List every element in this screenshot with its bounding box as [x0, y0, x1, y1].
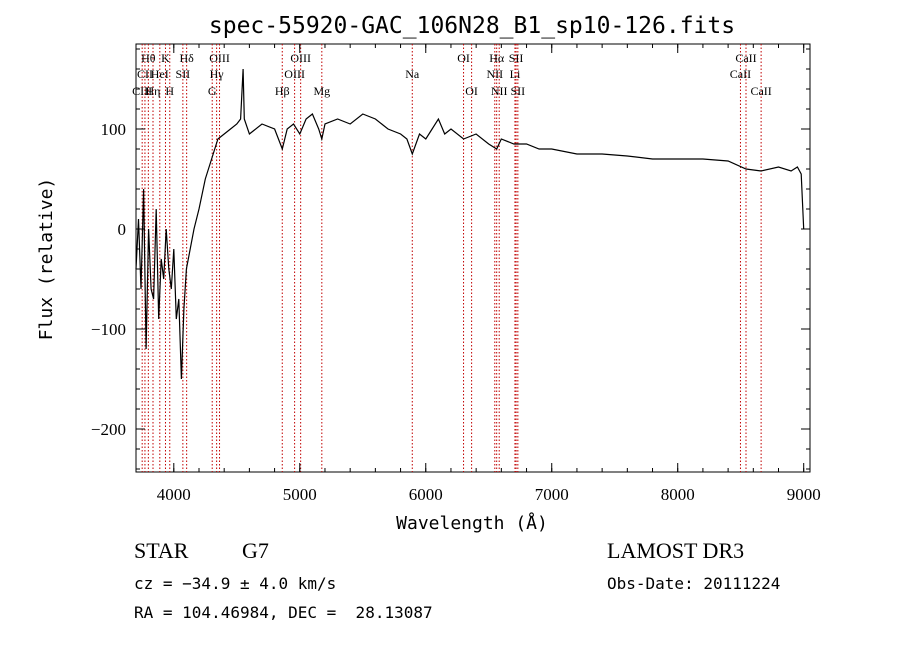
emission-line-label: OI [465, 84, 478, 98]
x-tick-label: 4000 [157, 485, 191, 504]
y-tick-label: −100 [91, 320, 126, 339]
emission-line-label: OI [457, 51, 470, 65]
emission-line-label: Li [510, 67, 521, 81]
survey-name: LAMOST DR3 [607, 538, 745, 563]
x-axis-ticks: 4000 5000 6000 7000 8000 9000 [157, 44, 821, 504]
x-axis-label: Wavelength (Å) [396, 512, 548, 534]
emission-line-label: Hβ [275, 84, 290, 98]
x-tick-label: 9000 [787, 485, 821, 504]
plot-frame [135, 43, 811, 473]
emission-line-label: H [165, 84, 174, 98]
emission-line-label: CIII [132, 84, 152, 98]
emission-line-labels: Hθ CII CIII K HeI Hη H Hδ SII OIII Hγ G OIII OIII Hβ Mg… [132, 51, 772, 98]
emission-line-label: CaII [735, 51, 756, 65]
spectrum-line [135, 68, 805, 380]
y-tick-label: 100 [101, 120, 127, 139]
velocity-readout: cz = −34.9 ± 4.0 km/s [134, 574, 337, 593]
y-axis-label: Flux (relative) [36, 178, 57, 341]
emission-line-label: NII [486, 67, 503, 81]
emission-line-label: SII [511, 84, 526, 98]
emission-line-label: Hη [146, 84, 161, 98]
x-tick-label: 6000 [409, 485, 443, 504]
object-class: STAR [134, 538, 189, 563]
emission-line-label: HeI [151, 67, 169, 81]
object-subclass: G7 [242, 538, 269, 563]
x-tick-label: 5000 [283, 485, 317, 504]
y-axis-ticks: −200 −100 0 100 [91, 48, 810, 470]
emission-line-label: SII [509, 51, 524, 65]
emission-line-label: NII [491, 84, 508, 98]
y-tick-label: 0 [118, 220, 127, 239]
emission-line-label: Mg [313, 84, 330, 98]
emission-line-label: CaII [750, 84, 771, 98]
chart-title: spec-55920-GAC_106N28_B1_sp10-126.fits [209, 13, 735, 39]
emission-line-label: CII [137, 67, 153, 81]
emission-line-label: Hθ [141, 51, 156, 65]
emission-line-label: Na [405, 67, 420, 81]
x-tick-label: 7000 [535, 485, 569, 504]
x-tick-label: 8000 [661, 485, 695, 504]
emission-line-label: Hδ [179, 51, 194, 65]
emission-line-label: SII [176, 67, 191, 81]
coordinates: RA = 104.46984, DEC = 28.13087 [134, 603, 433, 622]
emission-line-label: G [208, 84, 217, 98]
emission-line-label: CaII [730, 67, 751, 81]
emission-line-label: OIII [284, 67, 305, 81]
obs-date: Obs-Date: 20111224 [607, 574, 781, 593]
emission-line-label: Hγ [210, 67, 225, 81]
y-tick-label: −200 [91, 420, 126, 439]
emission-line-markers [141, 44, 762, 472]
emission-line-label: Hα [489, 51, 505, 65]
emission-line-label: OIII [209, 51, 230, 65]
emission-line-label: K [161, 51, 170, 65]
emission-line-label: OIII [290, 51, 311, 65]
